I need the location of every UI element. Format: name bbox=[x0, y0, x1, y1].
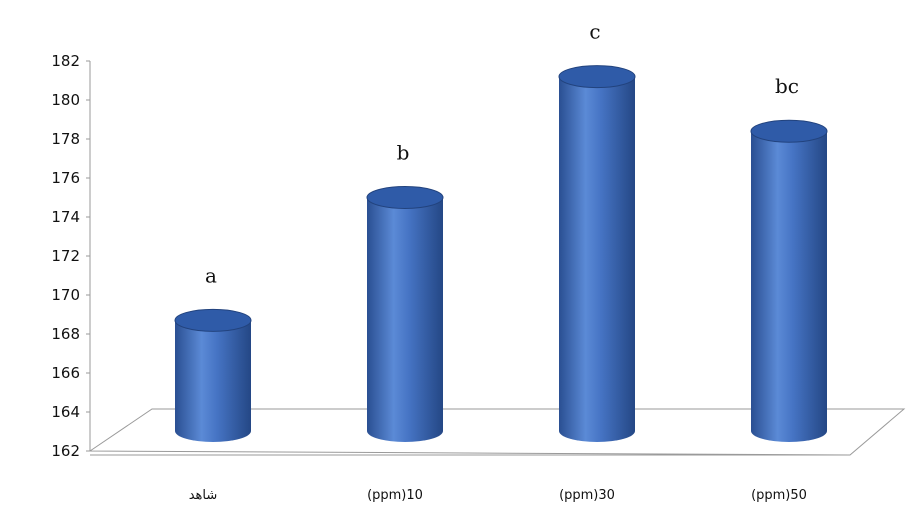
axes: 162 164 166 168 170 172 174 176 178 180 182 bbox=[51, 52, 91, 460]
x-tick-label: (ppm)10 bbox=[367, 488, 423, 503]
bar-body bbox=[175, 320, 251, 442]
y-tick-label: 182 bbox=[51, 52, 80, 70]
y-tick-label: 170 bbox=[51, 286, 80, 304]
bar-top bbox=[174, 308, 252, 332]
bar-top bbox=[366, 186, 444, 209]
floor-plane bbox=[88, 408, 906, 456]
bar-body bbox=[751, 131, 827, 442]
bar-body bbox=[559, 76, 635, 442]
bar bbox=[366, 186, 444, 442]
data-label: bc bbox=[775, 74, 799, 98]
chart-floor bbox=[88, 408, 906, 456]
bars bbox=[174, 65, 828, 442]
bar-top bbox=[750, 119, 828, 143]
x-tick-label: (ppm)30 bbox=[559, 488, 615, 503]
data-label: c bbox=[589, 20, 600, 44]
y-tick-label: 178 bbox=[51, 130, 80, 148]
y-tick-label: 168 bbox=[51, 325, 80, 343]
y-tick-label: 172 bbox=[51, 247, 80, 265]
y-tick-label: 162 bbox=[51, 442, 80, 460]
data-label: b bbox=[397, 141, 410, 165]
y-tick-label: 164 bbox=[51, 403, 80, 421]
bar bbox=[558, 65, 636, 442]
bar bbox=[750, 119, 828, 442]
y-tick-label: 180 bbox=[51, 91, 80, 109]
bar bbox=[174, 308, 252, 442]
labels: a شاهد b (ppm)10 c (ppm)30 bc (ppm)50 bbox=[189, 20, 807, 503]
x-tick-label: (ppm)50 bbox=[751, 488, 807, 503]
data-label: a bbox=[205, 263, 217, 287]
bar-body bbox=[367, 197, 443, 442]
bar-top bbox=[558, 65, 636, 89]
y-tick-label: 174 bbox=[51, 208, 80, 226]
y-tick-label: 176 bbox=[51, 169, 80, 187]
x-tick-label: شاهد bbox=[189, 488, 218, 503]
y-tick-label: 166 bbox=[51, 364, 80, 382]
